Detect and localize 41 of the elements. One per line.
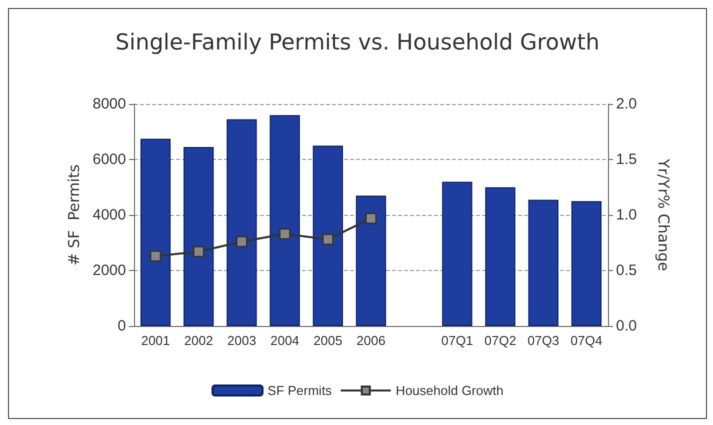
x-tick-label: 2002 [184,333,214,348]
y2-tick-label: 1.0 [616,206,637,224]
y2-axis-title: Yr/Yr% Change [654,158,672,272]
legend-label: Household Growth [396,383,504,398]
y-tick-label: 2000 [92,262,126,279]
x-tick-label: 2005 [313,333,342,348]
y2-tick-label: 1.5 [616,151,637,168]
point [365,212,377,224]
point [192,246,204,258]
bar [184,147,214,326]
x-tick-label: 2003 [227,333,256,348]
x-tick-label: 2006 [356,333,386,348]
legend-label: SF Permits [268,383,332,398]
point [322,234,334,246]
y-tick-label: 6000 [92,151,126,168]
bar [356,196,386,326]
y2-tick-label: 2.0 [616,96,637,112]
chart-title: Single-Family Permits vs. Household Growth [115,30,600,56]
bar [571,201,602,326]
x-tick-label: 2001 [141,333,170,348]
y2-tick-label: 0.0 [616,318,637,334]
y-tick-label: 8000 [92,96,126,112]
bar [442,182,472,326]
bar [485,187,516,326]
y-tick-label: 0 [118,318,126,334]
bar [312,146,343,326]
bar [140,138,171,326]
bar [270,115,300,326]
x-tick-label: 07Q2 [484,333,516,348]
bar [528,200,558,326]
bar [226,119,257,326]
point [279,228,291,240]
y-axis-title: # SF Permits [65,164,84,266]
point [150,250,162,262]
y-tick-label: 4000 [92,206,126,224]
point [236,236,248,248]
x-tick-label: 07Q4 [570,333,602,348]
x-tick-label: 2004 [270,333,300,348]
x-tick-label: 07Q3 [527,333,560,348]
x-tick-label: 07Q1 [441,333,474,348]
y2-tick-label: 0.5 [616,262,637,279]
